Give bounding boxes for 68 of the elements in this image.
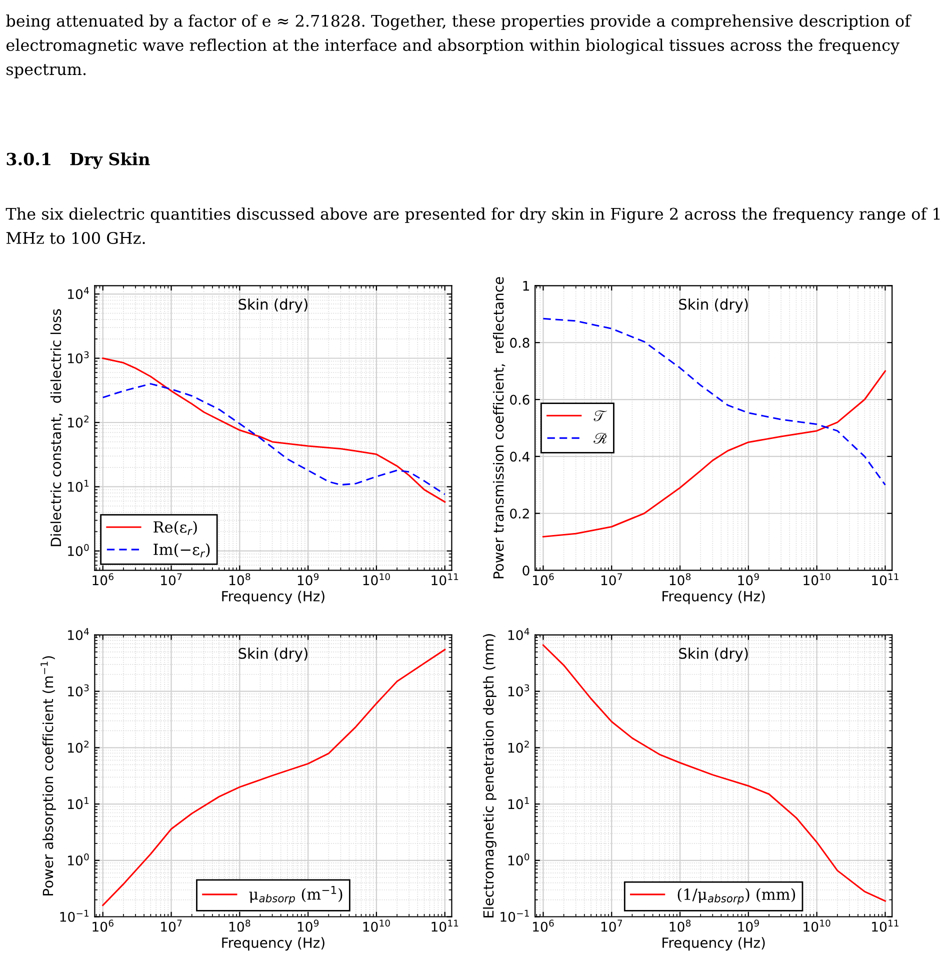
text: Skin (dry): [238, 298, 308, 313]
text: Skin (dry): [238, 648, 308, 662]
y-tick-label: 0: [522, 566, 530, 576]
x-tick-label: 10$^{8}$: [670, 573, 691, 586]
y-tick-label: 10$^{−1}$: [60, 910, 89, 922]
y-tick-label: 10$^{0}$: [68, 544, 89, 556]
legend-label: μ$_{absorp}$ (m$^{−1}$): [249, 886, 342, 904]
text: being attenuated by a factor of e ≈ 2.71828. Together, these properties provide a comprehensive description of electromagnetic wave reflection at the interface and absorption within biological tissues across the frequency spectrum.: [6, 14, 912, 78]
x-tick-label: 10$^{9}$: [738, 573, 759, 586]
x-tick-label: 10$^{8}$: [229, 920, 250, 932]
x-tick-label: 10$^{11}$: [872, 573, 898, 586]
x-tick-label: 10$^{9}$: [298, 920, 319, 932]
x-tick-label: 10$^{7}$: [601, 920, 622, 932]
y-tick-label: 10$^{0}$: [508, 853, 530, 866]
x-axis-title: Frequency (Hz): [222, 590, 324, 604]
x-tick-label: 10$^{11}$: [432, 573, 458, 586]
text: Skin (dry): [679, 648, 748, 662]
y-axis-title: Dielectric constant, dielectric loss: [50, 309, 63, 546]
y-tick-label: 10$^{4}$: [508, 628, 530, 640]
y-tick-label: 10$^{3}$: [68, 351, 89, 364]
x-tick-label: 10$^{6}$: [92, 573, 114, 586]
x-tick-label: 10$^{7}$: [601, 573, 622, 586]
x-tick-label: 10$^{9}$: [738, 920, 759, 932]
y-tick-label: 10$^{4}$: [68, 287, 89, 300]
y-tick-label: 10$^{2}$: [68, 416, 88, 428]
y-axis-title: Power transmission coefficient, reflectance: [492, 277, 506, 578]
y-tick-label: 0.6: [510, 394, 530, 405]
x-tick-label: 10$^{8}$: [229, 573, 250, 586]
y-tick-label: 10$^{2}$: [508, 740, 529, 753]
text: The six dielectric quantities discussed above are presented for dry skin in Figure 2 across the frequency range of 1 MHz to 100 GHz.: [6, 207, 940, 244]
x-axis-title: Frequency (Hz): [222, 937, 324, 951]
y-axis-title: Power absorption coefficient (m$^{−1}$): [40, 656, 56, 896]
y-tick-label: 0.2: [510, 508, 529, 519]
x-tick-label: 10$^{6}$: [533, 573, 554, 586]
y-tick-label: 10$^{4}$: [68, 628, 89, 640]
legend-label: 𝒯: [594, 410, 607, 422]
y-tick-label: 10$^{1}$: [68, 797, 89, 810]
x-axis-title: Frequency (Hz): [662, 937, 765, 951]
legend-label: (1/μ$_{absorp}$) (mm): [678, 888, 796, 905]
legend-label: ℛ: [594, 432, 606, 444]
y-tick-label: 10$^{1}$: [508, 797, 529, 810]
y-tick-label: 10$^{1}$: [68, 480, 89, 492]
x-tick-label: 10$^{10}$: [363, 920, 390, 932]
x-tick-label: 10$^{10}$: [804, 573, 830, 586]
legend-label: Re(ε$_{r}$): [154, 520, 197, 535]
y-tick-label: 10$^{0}$: [68, 853, 89, 866]
text: Skin (dry): [679, 298, 748, 313]
x-tick-label: 10$^{7}$: [161, 573, 182, 586]
x-tick-label: 10$^{11}$: [432, 920, 458, 932]
y-tick-label: 10$^{−1}$: [500, 910, 529, 922]
y-tick-label: 0.8: [510, 338, 530, 348]
y-tick-label: 1: [523, 281, 529, 291]
x-tick-label: 10$^{8}$: [670, 920, 691, 932]
text: 3.0.1 Dry Skin: [6, 152, 150, 169]
x-tick-label: 10$^{10}$: [363, 573, 390, 586]
x-tick-label: 10$^{6}$: [92, 920, 114, 932]
y-tick-label: 10$^{2}$: [68, 740, 88, 753]
y-tick-label: 10$^{3}$: [68, 684, 89, 696]
x-tick-label: 10$^{9}$: [298, 573, 319, 586]
x-axis-title: Frequency (Hz): [662, 590, 765, 604]
y-axis-title: Electromagnetic penetration depth (mm): [482, 634, 496, 918]
legend-label: Im(−ε$_{r}$): [154, 543, 210, 558]
x-tick-label: 10$^{11}$: [872, 920, 898, 932]
y-tick-label: 0.4: [510, 452, 530, 462]
x-tick-label: 10$^{6}$: [533, 920, 554, 932]
y-tick-label: 10$^{3}$: [508, 684, 530, 696]
x-tick-label: 10$^{10}$: [804, 920, 830, 932]
x-tick-label: 10$^{7}$: [161, 920, 182, 932]
